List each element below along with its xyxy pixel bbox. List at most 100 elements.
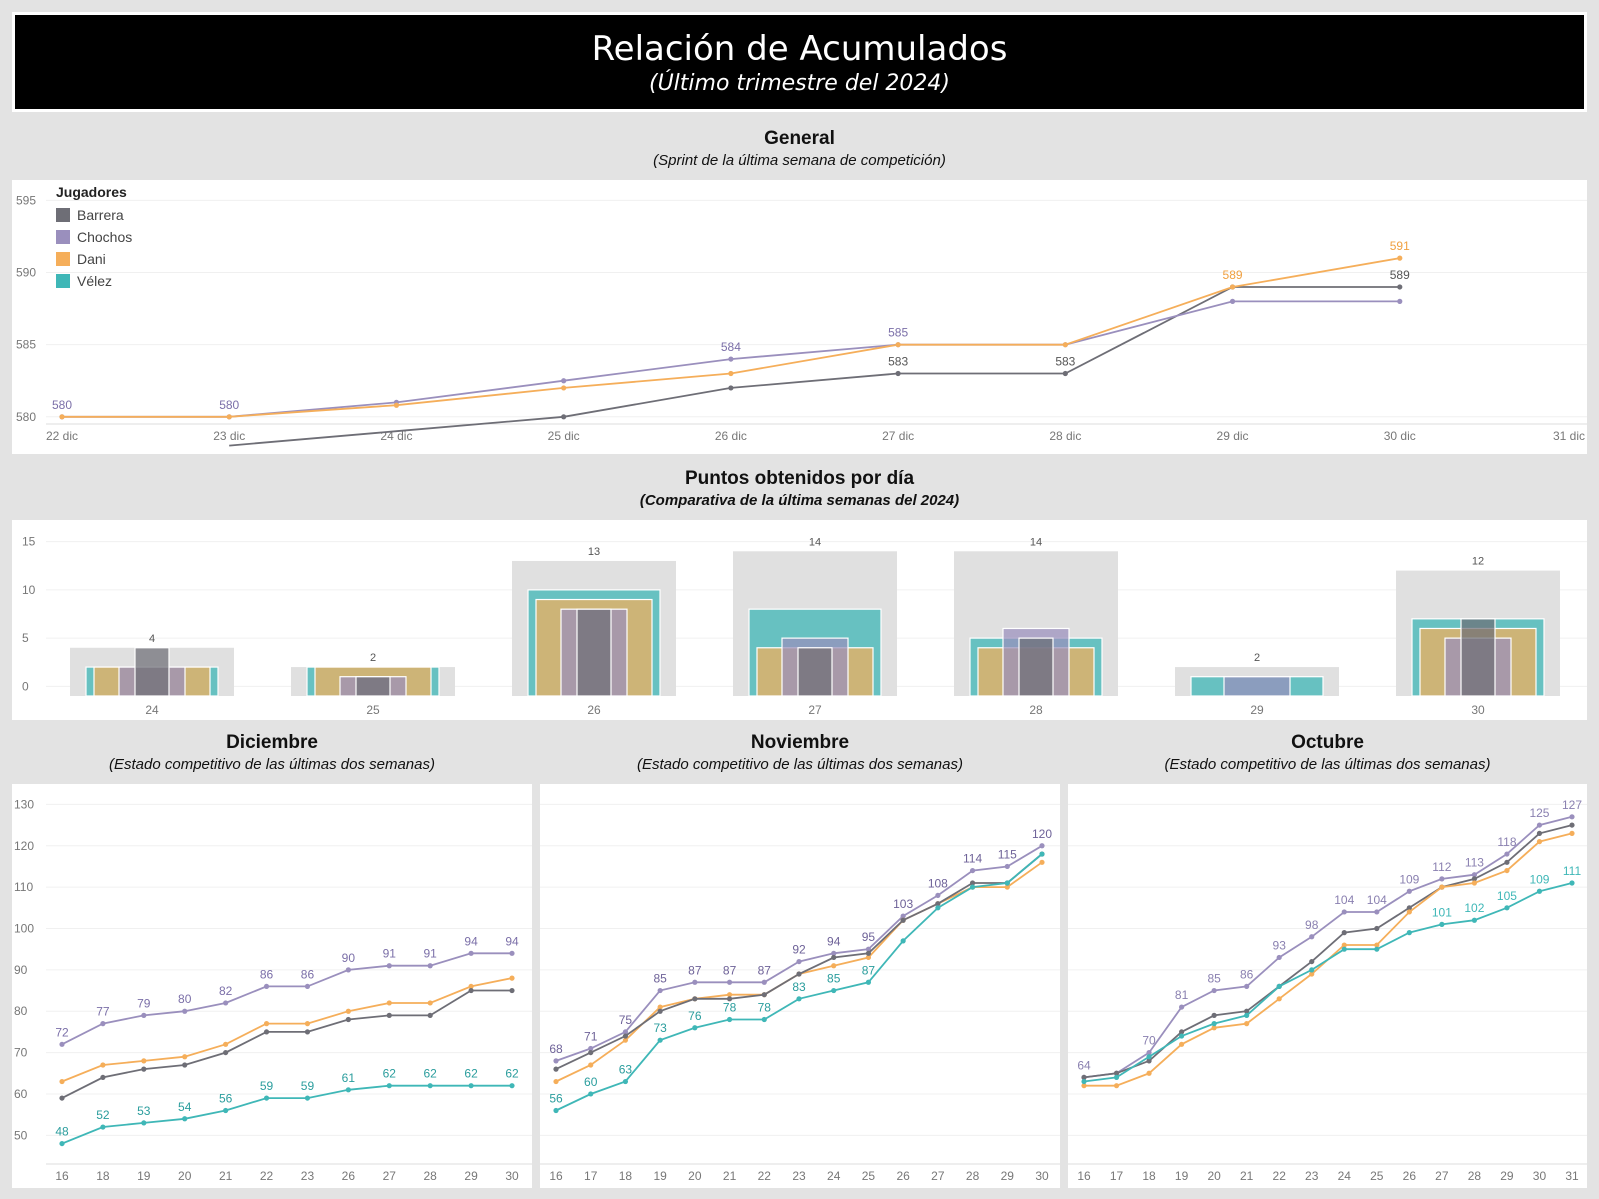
data-point-chochos <box>1039 843 1045 849</box>
data-point-barrera <box>59 1095 65 1101</box>
data-point-dani <box>59 1078 65 1085</box>
data-label-chochos: 68 <box>549 1042 563 1056</box>
data-label-chochos: 87 <box>688 963 702 977</box>
bar-barrera <box>134 647 170 697</box>
data-point-chochos <box>935 892 941 899</box>
data-label-velez: 76 <box>688 1009 702 1023</box>
data-label-chochos: 580 <box>52 398 72 412</box>
daily-title: Puntos obtenidos por día <box>684 468 915 489</box>
total-label: 2 <box>1254 652 1260 664</box>
data-point-velez <box>223 1107 229 1114</box>
x-tick-label: 22 dic <box>46 429 78 443</box>
data-label-velez: 53 <box>137 1104 151 1118</box>
y-tick-label: 130 <box>14 797 34 811</box>
data-label-chochos: 120 <box>1032 827 1052 841</box>
legend-item-chochos[interactable]: Chochos <box>56 226 132 248</box>
data-label-chochos: 104 <box>1334 893 1354 907</box>
data-point-dani <box>226 414 232 420</box>
data-label-chochos: 82 <box>219 984 233 998</box>
data-label-velez: 52 <box>96 1108 110 1122</box>
data-point-velez <box>427 1083 433 1089</box>
data-point-dani <box>1229 284 1236 290</box>
x-tick-label: 25 <box>1370 1169 1384 1183</box>
y-tick-label: 110 <box>14 880 33 894</box>
data-point-chochos <box>1439 876 1445 882</box>
data-point-dani <box>553 1078 559 1085</box>
data-point-chochos <box>386 963 392 969</box>
data-point-dani <box>1062 342 1068 348</box>
x-tick-label: 25 <box>366 703 380 717</box>
data-point-barrera <box>386 1012 392 1018</box>
series-line-barrera <box>229 286 1400 447</box>
data-point-chochos <box>100 1021 106 1027</box>
data-point-dani <box>1146 1070 1152 1076</box>
data-label-chochos: 81 <box>1175 988 1189 1002</box>
legend-title: Jugadores <box>56 184 127 200</box>
data-label-velez: 62 <box>464 1067 478 1081</box>
x-tick-label: 28 dic <box>1049 429 1081 443</box>
data-point-chochos <box>1146 1049 1152 1056</box>
data-label-chochos: 125 <box>1529 806 1549 820</box>
x-tick-label: 24 <box>145 703 159 717</box>
data-label-chochos: 104 <box>1367 893 1387 907</box>
data-point-velez <box>1569 880 1575 886</box>
data-point-dani <box>1004 884 1010 890</box>
x-tick-label: 20 <box>178 1169 192 1183</box>
data-label-chochos: 113 <box>1465 856 1484 870</box>
data-label-velez: 83 <box>792 980 806 994</box>
data-point-barrera <box>895 370 901 377</box>
x-tick-label: 26 <box>342 1169 356 1183</box>
data-point-velez <box>1244 1012 1250 1018</box>
data-point-dani <box>393 402 400 408</box>
data-label-chochos: 91 <box>424 947 438 961</box>
data-point-chochos <box>1406 888 1412 894</box>
legend-item-dani[interactable]: Dani <box>56 248 132 270</box>
data-point-barrera <box>1309 958 1315 965</box>
total-label: 2 <box>370 652 376 664</box>
data-point-velez <box>1471 917 1477 923</box>
bar-barrera <box>576 608 612 697</box>
data-point-dani <box>304 1021 311 1027</box>
legend-item-velez[interactable]: Vélez <box>56 270 132 292</box>
series-line-chochos <box>61 952 512 1046</box>
data-point-barrera <box>1471 876 1477 882</box>
data-point-barrera <box>561 414 567 420</box>
data-point-barrera <box>1244 1008 1250 1014</box>
data-point-velez <box>1341 946 1347 952</box>
x-tick-label: 29 <box>1250 703 1264 717</box>
data-label-chochos: 79 <box>137 996 151 1010</box>
data-point-barrera <box>1406 905 1412 911</box>
data-label-chochos: 85 <box>653 972 667 986</box>
data-point-barrera <box>509 987 515 994</box>
data-point-dani <box>831 963 837 969</box>
data-label-chochos: 91 <box>383 947 397 961</box>
data-point-barrera <box>1062 370 1068 377</box>
legend-item-barrera[interactable]: Barrera <box>56 204 132 226</box>
data-point-dani <box>1244 1021 1250 1027</box>
data-label-chochos: 108 <box>928 876 948 890</box>
data-point-velez <box>1004 880 1010 886</box>
data-point-dani <box>1039 859 1045 865</box>
data-label-velez: 101 <box>1432 905 1452 919</box>
x-tick-label: 24 <box>1338 1169 1352 1183</box>
x-tick-label: 30 <box>1533 1169 1547 1183</box>
data-point-barrera <box>692 996 698 1002</box>
x-tick-label: 24 <box>827 1169 841 1183</box>
data-label-velez: 62 <box>505 1067 519 1081</box>
data-point-chochos <box>509 950 515 956</box>
x-tick-label: 30 <box>1471 703 1485 717</box>
total-label: 14 <box>1030 536 1042 548</box>
data-point-chochos <box>1309 934 1315 940</box>
data-point-dani <box>468 983 474 990</box>
legend-swatch <box>56 208 70 222</box>
data-label-chochos: 584 <box>721 340 741 354</box>
x-tick-label: 27 dic <box>882 429 914 443</box>
data-point-dani <box>1471 880 1477 886</box>
data-point-chochos <box>1397 298 1403 304</box>
data-label-chochos: 92 <box>792 943 806 957</box>
data-label-chochos: 80 <box>178 992 192 1006</box>
x-tick-label: 26 <box>1403 1169 1417 1183</box>
data-point-velez <box>1146 1054 1152 1060</box>
data-label-chochos: 71 <box>584 1029 598 1043</box>
x-tick-label: 30 dic <box>1384 429 1416 443</box>
